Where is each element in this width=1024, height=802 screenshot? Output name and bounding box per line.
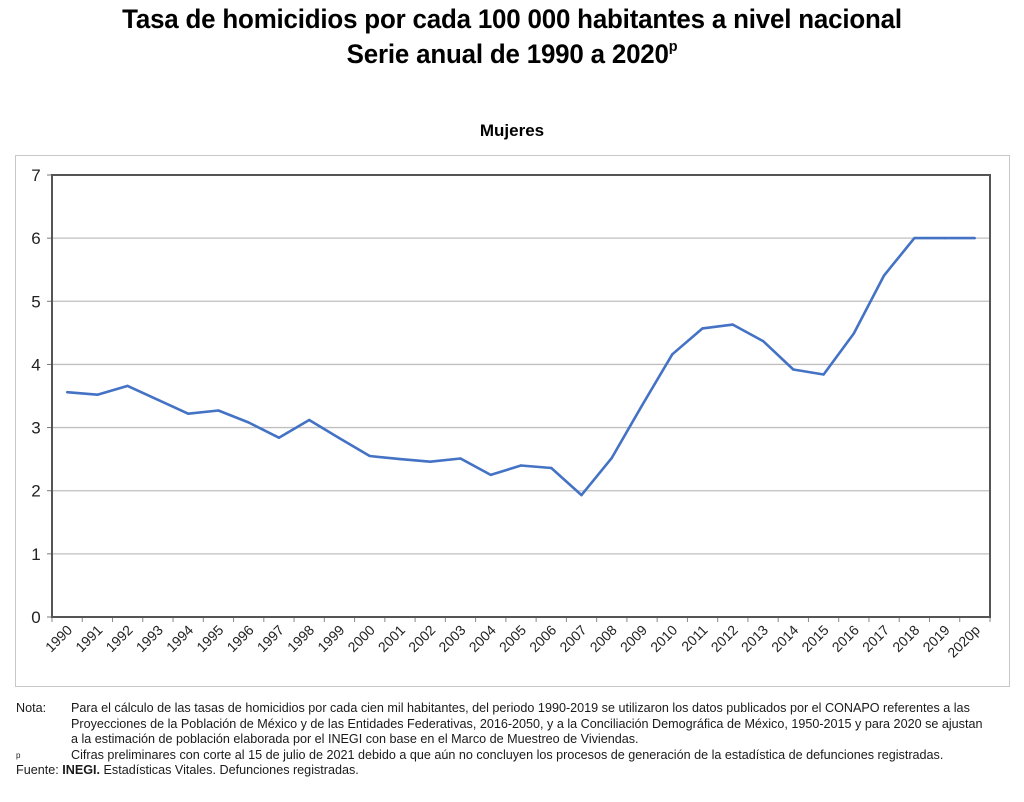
data-point [96, 393, 99, 396]
subtitle-text: Serie anual de 1990 a 2020 [346, 39, 669, 69]
x-tick-label: 2020p [944, 622, 983, 661]
x-tick-label: 2006 [526, 622, 559, 655]
data-point [731, 323, 735, 326]
data-point [277, 436, 281, 439]
note-row: Nota: Para el cálculo de las tasas de ho… [16, 701, 1016, 748]
y-tick-label: 2 [31, 482, 40, 501]
data-point [973, 236, 977, 240]
x-tick-label: 1999 [314, 622, 347, 655]
x-tick-label: 2001 [375, 622, 408, 655]
x-tick-label: 2015 [798, 622, 831, 655]
data-point [186, 412, 190, 415]
y-tick-label: 3 [31, 419, 40, 438]
x-tick-label: 1996 [223, 622, 256, 655]
x-tick-label: 2007 [556, 622, 589, 655]
data-point [247, 421, 250, 424]
data-point [217, 409, 220, 412]
preliminary-superscript: p [668, 38, 678, 55]
x-tick-label: 2013 [738, 622, 771, 655]
data-point [429, 460, 432, 463]
data-point [65, 391, 69, 394]
preliminary-note-label: p [16, 750, 21, 760]
y-tick-label: 5 [31, 292, 40, 311]
data-point [580, 493, 583, 497]
x-tick-label: 1998 [284, 622, 317, 655]
x-tick-label: 2002 [405, 622, 438, 655]
x-tick-label: 2010 [647, 622, 680, 655]
data-point [943, 236, 946, 240]
x-tick-label: 2005 [496, 622, 529, 655]
x-tick-label: 2003 [435, 622, 468, 655]
data-point [882, 274, 886, 277]
data-point [550, 466, 553, 470]
data-point [640, 404, 644, 407]
data-point [822, 373, 825, 376]
y-tick-label: 6 [31, 229, 40, 248]
data-point [156, 398, 160, 401]
preliminary-note-row: p Cifras preliminares con corte al 15 de… [16, 748, 1016, 764]
data-point [307, 418, 311, 422]
main-title: Tasa de homicidios por cada 100 000 habi… [122, 4, 902, 34]
preliminary-note-text: Cifras preliminares con corte al 15 de j… [71, 747, 944, 762]
gridlines [52, 237, 990, 555]
data-point [913, 236, 916, 240]
x-tick-label: 2012 [708, 622, 741, 655]
chart-frame [15, 155, 1010, 687]
x-tick-label: 1995 [193, 622, 226, 655]
y-tick-label: 0 [31, 608, 40, 627]
x-axis-ticks: 1990199119921993199419951996199719981999… [42, 617, 991, 661]
source-row: Fuente: INEGI. Estadísticas Vitales. Def… [16, 763, 1016, 779]
x-tick-label: 2004 [466, 622, 499, 655]
x-tick-label: 2018 [889, 622, 922, 655]
source-org: INEGI. [62, 763, 101, 778]
data-point [126, 384, 129, 388]
note-text: Para el cálculo de las tasas de homicidi… [71, 701, 983, 747]
series-line-mujeres [66, 236, 975, 497]
data-point [489, 473, 492, 477]
note-label: Nota: [16, 701, 47, 715]
x-tick-label: 2009 [617, 622, 650, 655]
x-tick-label: 1991 [72, 622, 105, 655]
x-tick-label: 2014 [768, 622, 801, 655]
footnotes: Nota: Para el cálculo de las tasas de ho… [16, 701, 1016, 779]
x-tick-label: 2008 [587, 622, 620, 655]
plot-area-border [51, 174, 991, 618]
data-point [368, 454, 371, 458]
x-tick-label: 1997 [254, 622, 287, 655]
data-point [398, 457, 402, 461]
x-tick-label: 1994 [163, 622, 196, 655]
x-tick-label: 2000 [344, 622, 377, 655]
y-tick-label: 4 [31, 355, 40, 374]
data-point [519, 464, 523, 467]
data-point [459, 457, 462, 460]
x-tick-label: 1993 [133, 622, 166, 655]
data-point [761, 339, 765, 343]
x-tick-label: 1990 [42, 622, 75, 655]
x-tick-label: 2011 [678, 622, 711, 655]
series-group [65, 236, 977, 497]
x-tick-label: 1992 [102, 622, 135, 655]
y-tick-label: 1 [31, 545, 40, 564]
main-subtitle: Serie anual de 1990 a 2020p [20, 37, 1003, 71]
source-label: Fuente: [16, 763, 59, 778]
y-tick-label: 7 [31, 166, 40, 185]
source-text: Estadísticas Vitales. Defunciones regist… [103, 763, 359, 778]
chart-title: Mujeres [479, 121, 545, 140]
data-point [671, 353, 674, 356]
data-point [852, 332, 856, 335]
data-point [792, 368, 795, 371]
data-point [338, 437, 341, 440]
y-axis-ticks: 0 1 2 3 4 5 6 7 [31, 166, 52, 627]
x-tick-label: 2016 [829, 622, 862, 655]
data-point [701, 327, 704, 330]
x-tick-label: 2017 [859, 622, 892, 655]
data-point [610, 456, 613, 460]
